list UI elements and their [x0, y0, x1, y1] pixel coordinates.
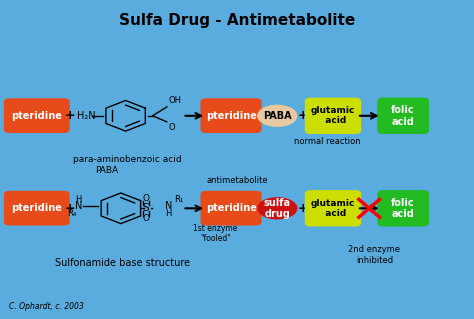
- Text: +: +: [64, 109, 75, 122]
- Text: 2nd enzyme
inhibited: 2nd enzyme inhibited: [348, 246, 401, 265]
- FancyBboxPatch shape: [201, 98, 262, 133]
- FancyBboxPatch shape: [4, 191, 70, 226]
- Text: O: O: [143, 214, 149, 223]
- Text: folic
acid: folic acid: [392, 105, 415, 127]
- Text: sulfa
drug: sulfa drug: [264, 197, 291, 219]
- FancyBboxPatch shape: [377, 98, 429, 134]
- Text: R₄: R₄: [67, 209, 77, 218]
- Text: H: H: [165, 209, 172, 218]
- Text: antimetabolite: antimetabolite: [206, 176, 268, 185]
- Ellipse shape: [257, 197, 297, 219]
- Text: N: N: [74, 201, 82, 211]
- FancyBboxPatch shape: [4, 98, 70, 133]
- Text: H₂N: H₂N: [77, 111, 95, 121]
- Text: +: +: [298, 202, 309, 215]
- FancyBboxPatch shape: [305, 190, 361, 226]
- Ellipse shape: [257, 105, 297, 127]
- Text: S: S: [143, 203, 149, 213]
- Text: +: +: [298, 109, 309, 122]
- Text: N: N: [164, 201, 172, 211]
- Text: R₁: R₁: [174, 195, 184, 204]
- Text: O: O: [168, 123, 175, 132]
- Text: pteridine: pteridine: [11, 111, 62, 121]
- Text: O: O: [143, 194, 149, 203]
- Text: glutamic
  acid: glutamic acid: [311, 199, 355, 218]
- Text: normal reaction: normal reaction: [294, 137, 360, 146]
- FancyBboxPatch shape: [305, 98, 361, 134]
- Text: Sulfonamide base structure: Sulfonamide base structure: [55, 258, 190, 268]
- Text: 1st enzyme
"fooled": 1st enzyme "fooled": [193, 224, 238, 243]
- Text: +: +: [64, 202, 75, 215]
- FancyBboxPatch shape: [377, 190, 429, 226]
- Text: Sulfa Drug - Antimetabolite: Sulfa Drug - Antimetabolite: [119, 13, 355, 28]
- FancyBboxPatch shape: [201, 191, 262, 226]
- Text: OH: OH: [168, 96, 181, 105]
- Text: PABA: PABA: [95, 166, 118, 175]
- Text: para-aminobenzoic acid: para-aminobenzoic acid: [73, 155, 182, 164]
- Text: glutamic
  acid: glutamic acid: [311, 106, 355, 125]
- Text: pteridine: pteridine: [206, 203, 256, 213]
- Text: PABA: PABA: [263, 111, 292, 121]
- Text: folic
acid: folic acid: [392, 197, 415, 219]
- Text: C. Ophardt, c. 2003: C. Ophardt, c. 2003: [9, 302, 84, 311]
- Text: pteridine: pteridine: [11, 203, 62, 213]
- Text: H: H: [75, 195, 82, 204]
- Text: pteridine: pteridine: [206, 111, 256, 121]
